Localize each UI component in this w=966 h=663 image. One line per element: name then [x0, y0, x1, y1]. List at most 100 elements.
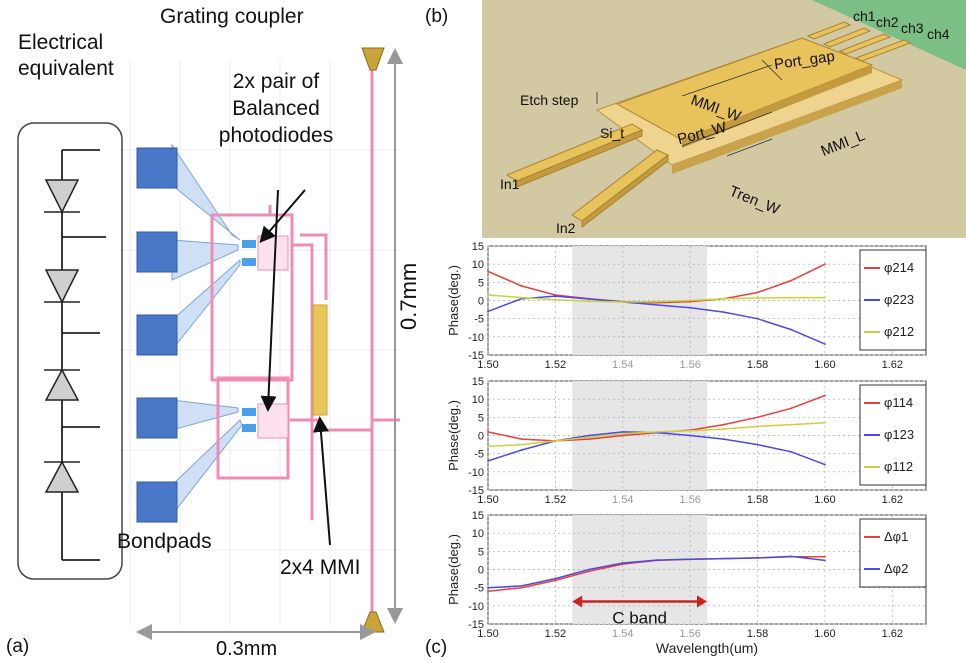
panel-a-label: (a) [6, 636, 30, 657]
data-point [520, 584, 523, 587]
x-tick-label: 1.54 [612, 628, 633, 640]
dimension-arrows [136, 48, 403, 640]
data-point [554, 577, 557, 580]
data-point [621, 434, 624, 437]
data-point [520, 443, 523, 446]
y-tick-label: -5 [474, 583, 484, 595]
data-point [722, 438, 725, 441]
data-point [621, 430, 624, 433]
data-point [824, 559, 826, 562]
x-tick-label: 1.50 [477, 494, 498, 506]
y-axis-label: Phase(deg.) [446, 400, 461, 471]
data-point [588, 436, 590, 439]
x-tick-label: 1.60 [814, 628, 835, 640]
mmi-slab-side [672, 80, 902, 174]
data-point [520, 449, 523, 451]
legend-label: φ212 [884, 324, 914, 339]
data-point [689, 558, 692, 561]
panel-b-3d-mmi [482, 0, 966, 238]
bondpad-4 [136, 397, 178, 439]
legend-label: φ114 [884, 395, 913, 410]
data-point [554, 298, 557, 301]
legend-label: φ214 [884, 260, 914, 275]
data-point [655, 430, 658, 433]
y-tick-label: -15 [468, 350, 484, 362]
y-tick-label: 15 [472, 241, 484, 253]
mmi-block-side [682, 65, 872, 148]
data-point [756, 317, 759, 320]
data-point [487, 590, 489, 593]
data-point [487, 310, 489, 313]
y-tick-label: -5 [474, 449, 484, 461]
data-point [756, 297, 759, 299]
data-point [554, 440, 557, 442]
mmi-label: 2x4 MMI [280, 556, 361, 579]
data-point [487, 294, 489, 296]
grating-coupler-bottom [361, 611, 385, 633]
data-point [487, 586, 489, 589]
data-point [790, 279, 793, 282]
y-tick-label: 0 [478, 296, 484, 308]
data-point [588, 434, 590, 437]
grating-coupler-label: Grating coupler [160, 5, 304, 28]
data-point [689, 434, 692, 437]
y-axis-label: Phase(deg.) [446, 534, 461, 605]
y-tick-label: 5 [478, 277, 484, 289]
y-tick-label: 5 [478, 412, 484, 424]
channel-3-label: ch3 [901, 20, 924, 36]
waveguide-routing [210, 55, 400, 625]
x-tick-label: 1.50 [477, 628, 498, 640]
y-tick-label: -10 [468, 601, 484, 613]
data-point [554, 579, 557, 582]
pointer-arrows [259, 189, 331, 546]
annotation-lines [596, 59, 783, 157]
bondpads-label: Bondpads [117, 530, 212, 553]
x-tick-label: 1.50 [477, 359, 498, 371]
data-point [588, 300, 590, 303]
y-tick-label: -15 [468, 485, 484, 497]
x-axis-label: Wavelength(um) [656, 640, 758, 656]
y-tick-label: -5 [474, 314, 484, 326]
x-tick-label: 1.56 [679, 628, 700, 640]
data-point [588, 570, 590, 573]
data-point [487, 430, 489, 433]
balanced-photodiodes-label: 2x pair of Balanced photodiodes [218, 70, 334, 147]
data-point [588, 298, 590, 300]
panel-b-label: (b) [425, 6, 449, 27]
data-point [621, 562, 624, 564]
silicon-thickness-label: Si_t [600, 125, 625, 141]
x-tick-label: 1.52 [545, 359, 566, 371]
legend-label: φ123 [884, 427, 914, 442]
data-point [790, 407, 793, 410]
y-tick-label: 5 [478, 546, 484, 558]
x-tick-label: 1.54 [612, 494, 633, 506]
input-2-label: In2 [556, 220, 576, 236]
data-point [487, 445, 489, 448]
data-point [756, 443, 759, 446]
data-point [621, 301, 624, 303]
x-tick-label: 1.52 [545, 628, 566, 640]
data-point [824, 296, 826, 299]
data-point [824, 555, 826, 558]
x-tick-label: 1.62 [882, 359, 903, 371]
data-point [655, 559, 658, 561]
x-tick-label: 1.56 [679, 494, 700, 506]
bondpad-2 [136, 231, 178, 273]
data-point [487, 460, 489, 462]
bondpad-3 [136, 314, 178, 356]
x-tick-label: 1.54 [612, 359, 633, 371]
mmi-block [312, 304, 328, 416]
data-point [554, 295, 557, 298]
grating-coupler-top [361, 47, 385, 71]
panel-a-layout [17, 47, 403, 640]
data-point [824, 343, 826, 345]
channel-1-label: ch1 [853, 8, 876, 24]
bondpad-group [136, 143, 243, 523]
data-point [520, 586, 523, 589]
x-tick-label: 1.60 [814, 494, 835, 506]
y-axis-label: Phase(deg.) [446, 265, 461, 336]
horizontal-dimension-label: 0.3mm [216, 638, 278, 660]
data-point [756, 556, 759, 559]
data-point [487, 270, 489, 273]
